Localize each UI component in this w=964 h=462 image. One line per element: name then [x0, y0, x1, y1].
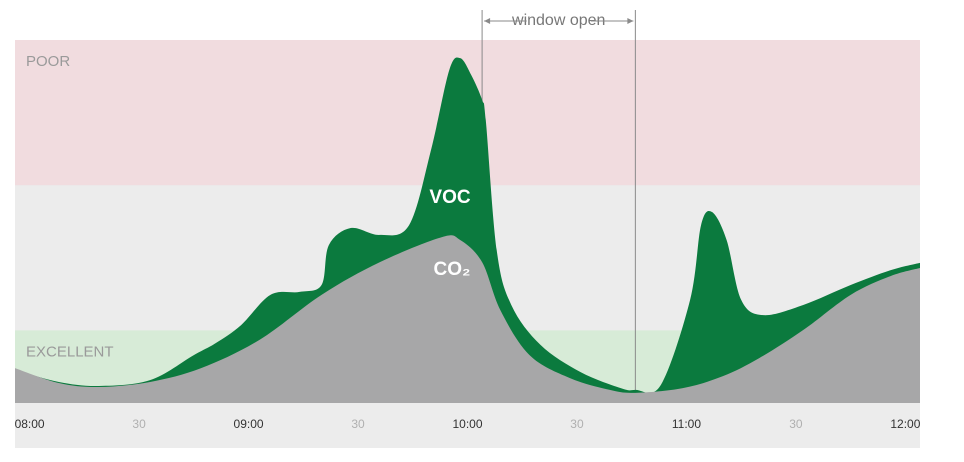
x-tick-label: 10:00	[452, 417, 482, 431]
x-tick-label: 30	[351, 417, 365, 431]
arrow-head	[627, 18, 634, 24]
zone-label: POOR	[26, 53, 70, 70]
annotation-label: window open	[511, 12, 605, 29]
x-tick-label: 12:00	[890, 417, 920, 431]
area	[15, 235, 920, 403]
axis-background	[15, 403, 920, 448]
series-label: CO₂	[434, 259, 471, 280]
x-tick-label: 08:00	[15, 417, 45, 431]
x-tick-label: 30	[570, 417, 584, 431]
zone-label: EXCELLENT	[26, 343, 114, 360]
area	[15, 57, 920, 404]
x-tick-label: 30	[789, 417, 803, 431]
x-tick-label: 09:00	[234, 417, 264, 431]
x-tick-label: 30	[132, 417, 146, 431]
arrow-head	[484, 18, 491, 24]
series-label: VOC	[429, 187, 470, 208]
x-tick-label: 11:00	[672, 417, 701, 431]
